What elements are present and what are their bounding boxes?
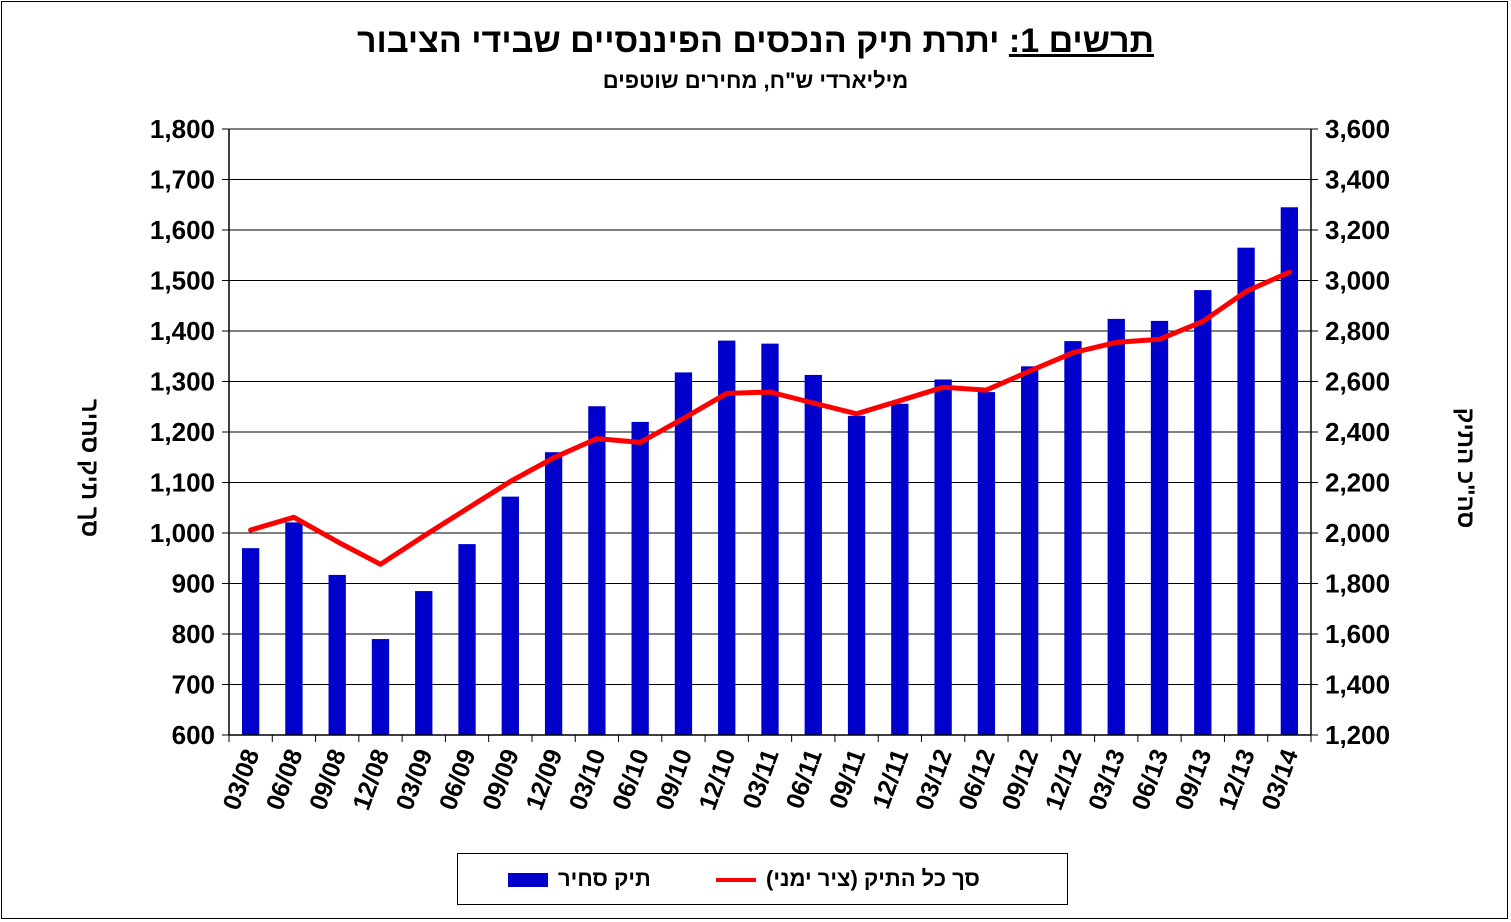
bars-series <box>241 207 1299 736</box>
x-tick-label: 12/08 <box>347 745 395 813</box>
x-tick-label: 06/13 <box>1126 745 1174 813</box>
bar <box>761 343 779 735</box>
right-axis-label: סה"כ התיק <box>1452 408 1479 528</box>
bar <box>804 374 822 735</box>
left-tick-label: 600 <box>172 720 215 750</box>
bar <box>631 421 649 735</box>
legend-item-line: סך כל התיק (ציר ימני) <box>716 866 1056 894</box>
legend-swatch-line <box>716 878 756 882</box>
line-series <box>248 269 1292 567</box>
bar <box>1107 318 1125 735</box>
left-tick-label: 1,400 <box>150 316 215 346</box>
right-tick-label: 2,000 <box>1325 518 1390 548</box>
chart-title: תרשים 1: יתרת תיק הנכסים הפיננסיים שבידי… <box>0 22 1511 61</box>
right-tick-label: 1,200 <box>1325 720 1390 750</box>
right-tick-label: 3,400 <box>1325 165 1390 195</box>
bar <box>891 403 909 735</box>
bar <box>1064 341 1082 735</box>
x-tick-label: 03/12 <box>910 745 958 813</box>
legend: תיק סחיר סך כל התיק (ציר ימני) <box>457 853 1068 905</box>
bar <box>588 406 606 735</box>
right-tick-label: 1,600 <box>1325 619 1390 649</box>
right-tick-label: 1,800 <box>1325 569 1390 599</box>
legend-swatch-bars <box>508 873 548 887</box>
bar <box>934 379 952 735</box>
bar <box>241 548 260 735</box>
x-tick-label: 12/10 <box>694 745 742 813</box>
chart-subtitle: מיליארדי ש"ח, מחירים שוטפים <box>602 68 909 93</box>
x-axis-ticks: 03/0806/0809/0812/0803/0906/0909/0912/09… <box>218 745 1305 813</box>
bar <box>847 415 866 735</box>
x-tick-label: 03/10 <box>564 745 612 813</box>
bar <box>544 452 563 735</box>
bar <box>458 544 476 735</box>
legend-item-bars: תיק סחיר <box>508 866 678 894</box>
bar <box>1150 320 1169 735</box>
left-tick-label: 900 <box>172 569 215 599</box>
x-tick-label: 12/09 <box>521 745 569 813</box>
bar <box>415 591 433 735</box>
legend-label-line: סך כל התיק (ציר ימני) <box>766 866 980 891</box>
axes <box>222 128 1318 742</box>
left-tick-label: 1,200 <box>150 417 215 447</box>
legend-label-bars: תיק סחיר <box>558 866 651 891</box>
x-tick-label: 12/11 <box>867 745 914 812</box>
right-axis-ticks: 1,200 1,400 1,600 1,800 2,000 2,200 2,400 2,600… <box>1325 114 1390 750</box>
x-tick-label: 03/09 <box>391 745 439 813</box>
left-axis-ticks: 600 700 800 900 1,000 1,100 1,200 1,300 1,400 1,5… <box>150 114 215 750</box>
bar <box>1237 247 1255 736</box>
x-tick-label: 03/13 <box>1083 745 1131 813</box>
left-tick-label: 1,100 <box>150 468 215 498</box>
chart-title-prefix: תרשים 1: <box>1008 22 1155 60</box>
x-tick-label: 06/08 <box>261 745 309 813</box>
bar <box>328 574 346 735</box>
left-tick-label: 700 <box>172 670 215 700</box>
right-tick-label: 2,800 <box>1325 316 1390 346</box>
bar <box>718 340 736 735</box>
left-tick-label: 1,700 <box>150 165 215 195</box>
x-tick-label: 06/11 <box>781 745 828 812</box>
bar <box>674 372 693 735</box>
x-tick-label: 09/10 <box>650 745 698 813</box>
x-tick-label: 03/14 <box>1256 745 1304 813</box>
bar <box>371 639 390 735</box>
x-tick-label: 06/12 <box>953 745 1001 813</box>
right-tick-label: 3,600 <box>1325 114 1390 144</box>
left-tick-label: 1,300 <box>150 367 215 397</box>
right-tick-label: 2,400 <box>1325 417 1390 447</box>
bar <box>1194 290 1212 735</box>
x-tick-label: 12/12 <box>1040 745 1088 813</box>
right-tick-label: 3,200 <box>1325 215 1390 245</box>
chart-title-main: יתרת תיק הנכסים הפיננסיים שבידי הציבור <box>356 22 1000 60</box>
bar <box>1021 366 1039 735</box>
left-tick-label: 800 <box>172 619 215 649</box>
left-tick-label: 1,800 <box>150 114 215 144</box>
x-tick-label: 12/13 <box>1213 745 1261 813</box>
right-tick-label: 3,000 <box>1325 266 1390 296</box>
bar <box>1280 207 1299 735</box>
left-tick-label: 1,500 <box>150 266 215 296</box>
x-tick-label: 09/12 <box>997 745 1045 813</box>
x-tick-label: 09/13 <box>1170 745 1218 813</box>
x-tick-label: 03/08 <box>218 745 266 813</box>
bar <box>501 496 519 735</box>
x-tick-label: 03/11 <box>737 745 784 812</box>
bar <box>285 522 303 735</box>
x-tick-label: 09/08 <box>304 745 352 813</box>
right-tick-label: 2,600 <box>1325 367 1390 397</box>
right-tick-label: 1,400 <box>1325 670 1390 700</box>
x-tick-label: 06/09 <box>434 745 482 813</box>
bar <box>977 392 996 735</box>
left-tick-label: 1,000 <box>150 518 215 548</box>
total-portfolio-line <box>248 269 1292 567</box>
x-tick-label: 09/11 <box>824 745 871 812</box>
left-axis-label: סך תיק סחיר <box>76 399 103 537</box>
x-tick-label: 06/10 <box>607 745 655 813</box>
right-tick-label: 2,200 <box>1325 468 1390 498</box>
left-tick-label: 1,600 <box>150 215 215 245</box>
x-tick-label: 09/09 <box>477 745 525 813</box>
